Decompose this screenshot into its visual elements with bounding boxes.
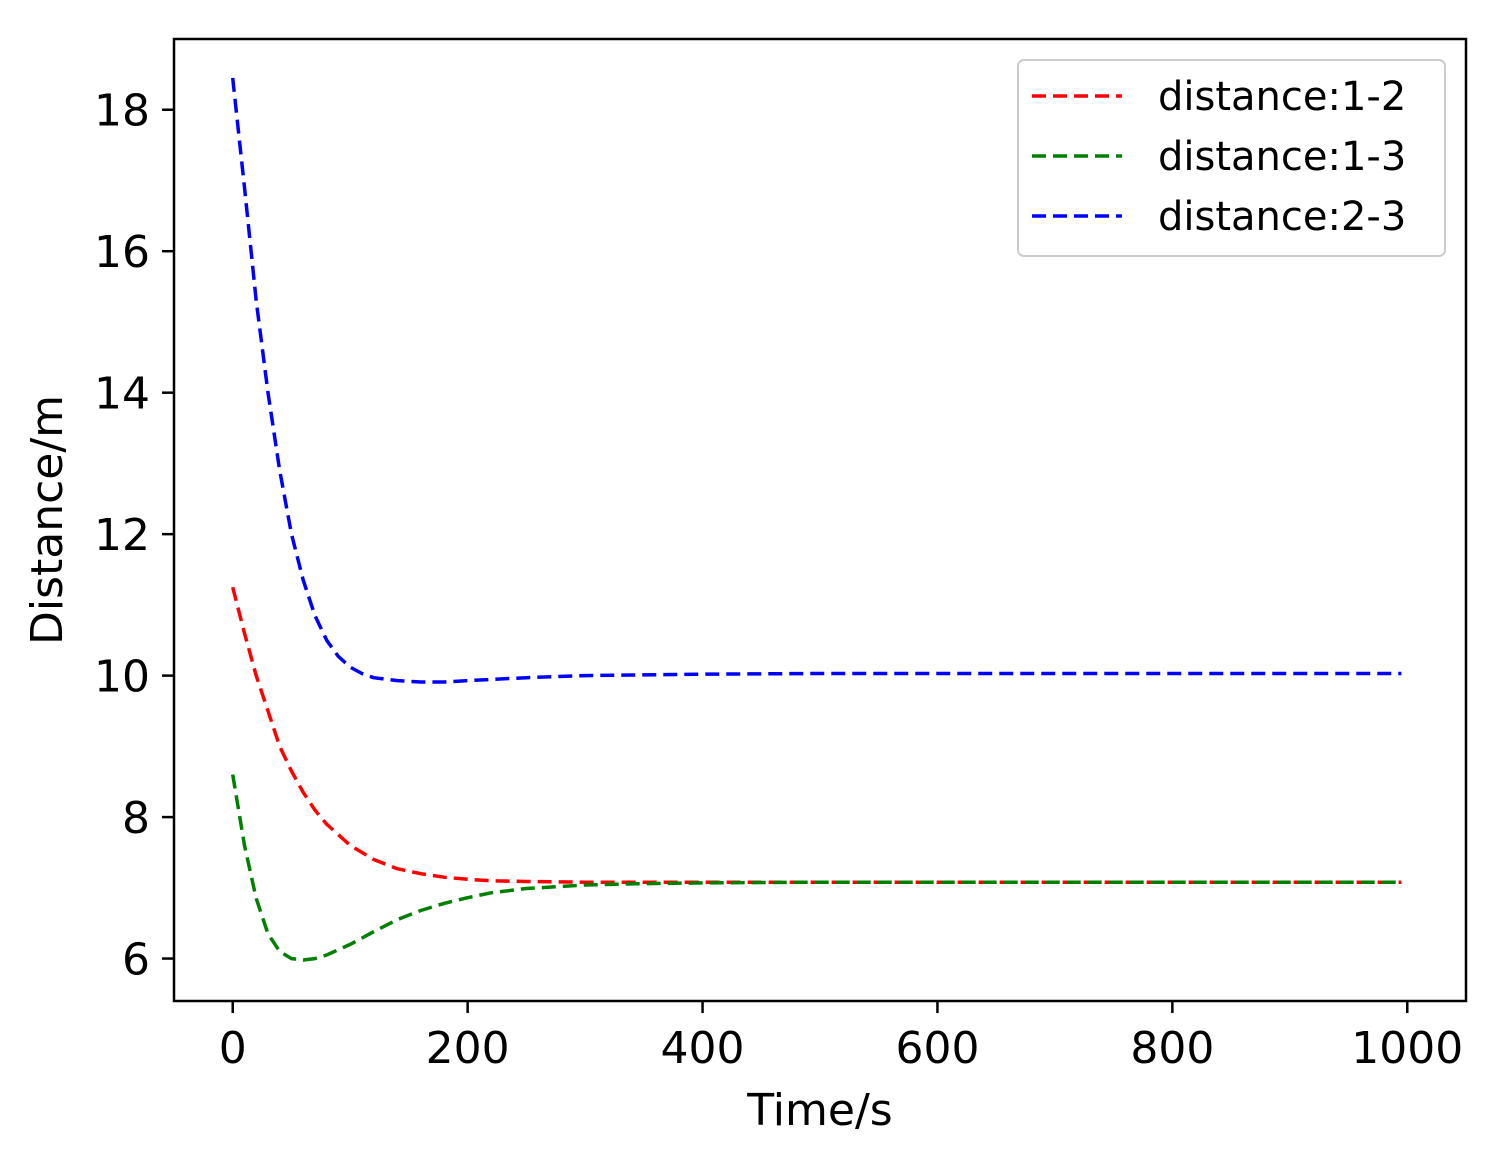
plot-frame: [172, 37, 1468, 1003]
y-tick-label: 14: [94, 369, 150, 420]
y-axis-title: Distance/m: [22, 395, 73, 645]
x-axis-title: Time/s: [746, 1085, 892, 1136]
y-tick-label: 16: [94, 227, 150, 278]
series-line-2: [230, 774, 1402, 962]
y-tick-label: 12: [94, 510, 150, 561]
legend-label-2: distance:1-3: [1158, 134, 1406, 180]
x-tick-label: 0: [219, 1023, 247, 1074]
x-tick-label: 400: [661, 1023, 745, 1074]
y-axis: 6 8 10 12 14 16 18: [94, 86, 174, 986]
x-tick-label: 1000: [1351, 1023, 1463, 1074]
y-tick-label: 10: [94, 652, 150, 703]
legend-label-3: distance:2-3: [1158, 194, 1406, 240]
series-line-1: [231, 586, 1402, 884]
y-tick-label: 6: [122, 935, 150, 986]
series-layer: [230, 77, 1402, 962]
x-tick-label: 600: [895, 1023, 979, 1074]
x-axis: 0 200 400 600 800 1000: [219, 1001, 1463, 1074]
legend-label-1: distance:1-2: [1158, 74, 1406, 120]
y-tick-label: 8: [122, 793, 150, 844]
legend-box: [1017, 59, 1446, 257]
series-line-3: [230, 77, 1402, 684]
x-tick-label: 200: [426, 1023, 510, 1074]
y-tick-label: 18: [94, 86, 150, 137]
x-tick-label: 800: [1130, 1023, 1214, 1074]
legend: distance:1-2 distance:1-3 distance:2-3: [1017, 59, 1446, 257]
